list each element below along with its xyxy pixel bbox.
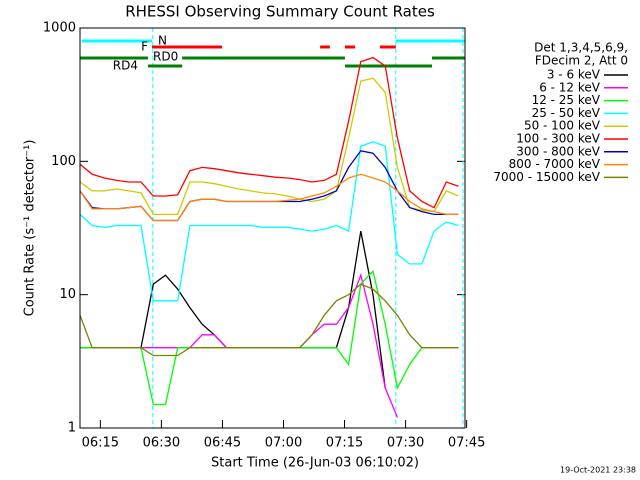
x-tick-label: 06:15 xyxy=(82,436,119,451)
series-line xyxy=(80,173,459,222)
x-tick-label: 07:45 xyxy=(448,436,485,451)
flag-label: N xyxy=(158,34,167,48)
series-line xyxy=(80,56,459,209)
x-tick-label: 07:00 xyxy=(265,436,302,451)
x-tick-label: 06:30 xyxy=(143,436,180,451)
y-tick-label: 10 xyxy=(59,287,76,302)
legend-label: 25 - 50 keV xyxy=(532,106,601,120)
plot-frame xyxy=(79,27,466,429)
series-line xyxy=(80,77,459,216)
x-axis-label: Start Time (26-Jun-03 06:10:02) xyxy=(211,456,419,471)
legend-label: 50 - 100 keV xyxy=(524,119,601,133)
y-axis-label: Count Rate (s⁻¹ detector⁻¹) xyxy=(23,140,38,317)
legend-label: 7000 - 15000 keV xyxy=(493,170,600,184)
legend-label: 6 - 12 keV xyxy=(539,80,601,94)
series-line xyxy=(80,141,459,302)
flag-label: RD0 xyxy=(153,50,178,64)
legend-label: 300 - 800 keV xyxy=(516,144,600,158)
legend-label: 800 - 7000 keV xyxy=(509,157,601,171)
flag-label: F xyxy=(141,40,148,54)
x-tick-label: 07:15 xyxy=(326,436,363,451)
y-tick-label: 1 xyxy=(68,421,76,436)
y-tick-label: 100 xyxy=(51,154,76,169)
footer: 19-Oct-2021 23:38 xyxy=(560,466,636,475)
legend-label: 12 - 25 keV xyxy=(532,93,601,107)
x-tick-label: 07:30 xyxy=(387,436,424,451)
flag-label: RD4 xyxy=(113,59,138,73)
legend-title: Det 1,3,4,5,6,9, xyxy=(534,41,628,55)
legend-label: 100 - 300 keV xyxy=(516,132,600,146)
x-tick-label: 06:45 xyxy=(204,436,241,451)
y-tick-label: 1000 xyxy=(43,21,76,36)
legend-label: 3 - 6 keV xyxy=(547,68,601,82)
series-line xyxy=(80,283,459,357)
legend-title: FDecim 2, Att 0 xyxy=(535,54,628,68)
chart-title: RHESSI Observing Summary Count Rates xyxy=(125,3,435,21)
